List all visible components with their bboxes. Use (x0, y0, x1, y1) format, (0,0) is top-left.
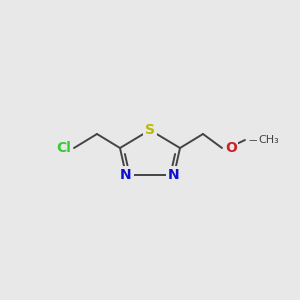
Text: N: N (168, 168, 180, 182)
Text: Cl: Cl (57, 141, 71, 155)
Text: N: N (120, 168, 132, 182)
Text: —: — (248, 135, 259, 145)
Text: O: O (225, 141, 237, 155)
Text: S: S (145, 123, 155, 137)
Text: CH₃: CH₃ (258, 135, 279, 145)
